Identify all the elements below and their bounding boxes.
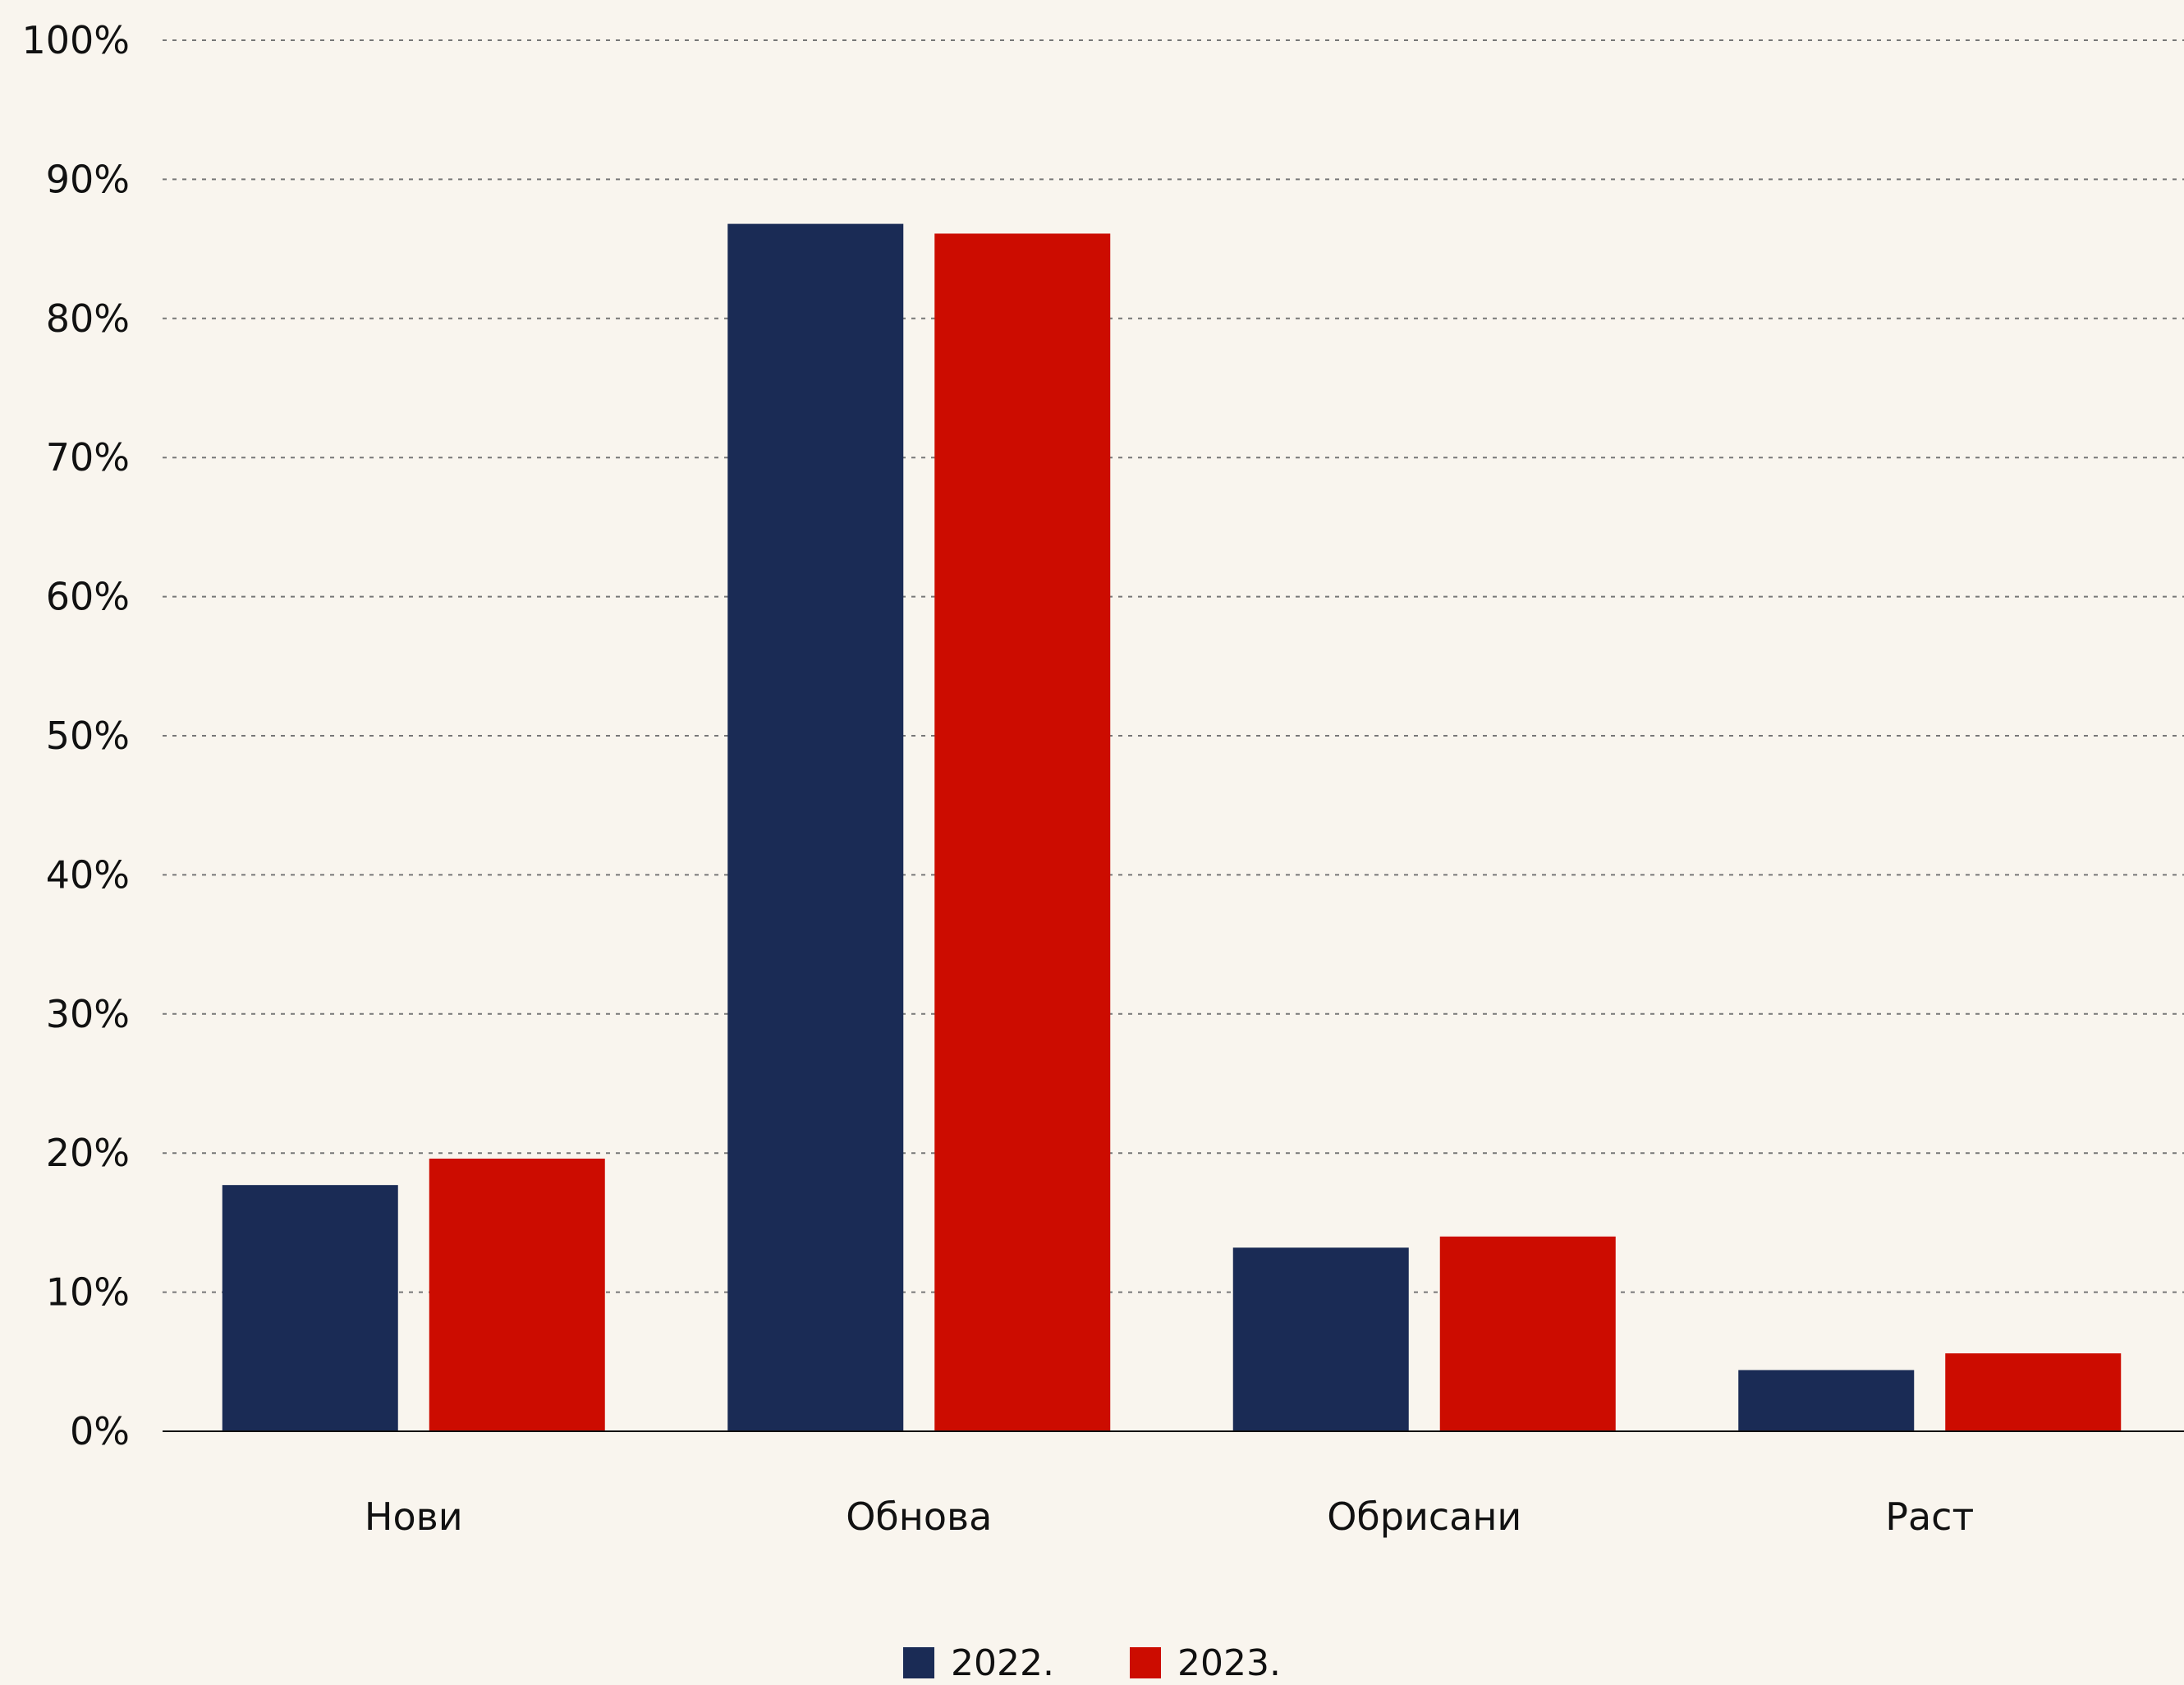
bar-2022-2 — [727, 223, 904, 1431]
x-axis-ticks: Нови Обнова Обрисани Раст — [365, 1494, 1974, 1539]
x-tick-label: Обрисани — [1327, 1494, 1521, 1539]
bar-2022-1 — [222, 1185, 398, 1431]
y-tick-label: 0% — [70, 1409, 130, 1453]
x-tick-label: Обнова — [846, 1494, 992, 1539]
y-tick-label: 10% — [46, 1270, 130, 1315]
x-tick-label: Раст — [1885, 1494, 1974, 1539]
legend-item-2022: 2022. — [903, 1642, 1054, 1684]
y-tick-label: 40% — [46, 852, 130, 897]
y-tick-label: 20% — [46, 1131, 130, 1175]
y-tick-label: 60% — [46, 575, 130, 619]
bar-2022-4 — [1738, 1370, 1915, 1431]
bar-2023-3 — [1439, 1236, 1616, 1431]
legend-label-2022: 2022. — [951, 1641, 1054, 1684]
bar-2022-3 — [1232, 1247, 1409, 1431]
gridlines — [163, 39, 2184, 1293]
legend-swatch-2022 — [903, 1647, 935, 1678]
bar-2023-2 — [934, 233, 1111, 1431]
bar-2023-4 — [1945, 1353, 2122, 1431]
legend-label-2023: 2023. — [1177, 1641, 1281, 1684]
y-tick-label: 90% — [46, 157, 130, 201]
x-tick-label: Нови — [365, 1494, 463, 1539]
legend: 2022. 2023. — [0, 1641, 2184, 1685]
y-tick-label: 100% — [21, 18, 130, 62]
y-tick-label: 30% — [46, 992, 130, 1036]
bar-2023-1 — [429, 1158, 605, 1431]
y-tick-label: 70% — [46, 435, 130, 480]
bars — [222, 223, 2122, 1431]
legend-item-2023: 2023. — [1130, 1642, 1281, 1684]
y-axis-ticks: 0% 10% 20% 30% 40% 50% 60% 70% 80% 90% 100% — [21, 18, 130, 1453]
y-tick-label: 50% — [46, 714, 130, 758]
legend-swatch-2023 — [1130, 1647, 1161, 1678]
y-tick-label: 80% — [46, 296, 130, 341]
